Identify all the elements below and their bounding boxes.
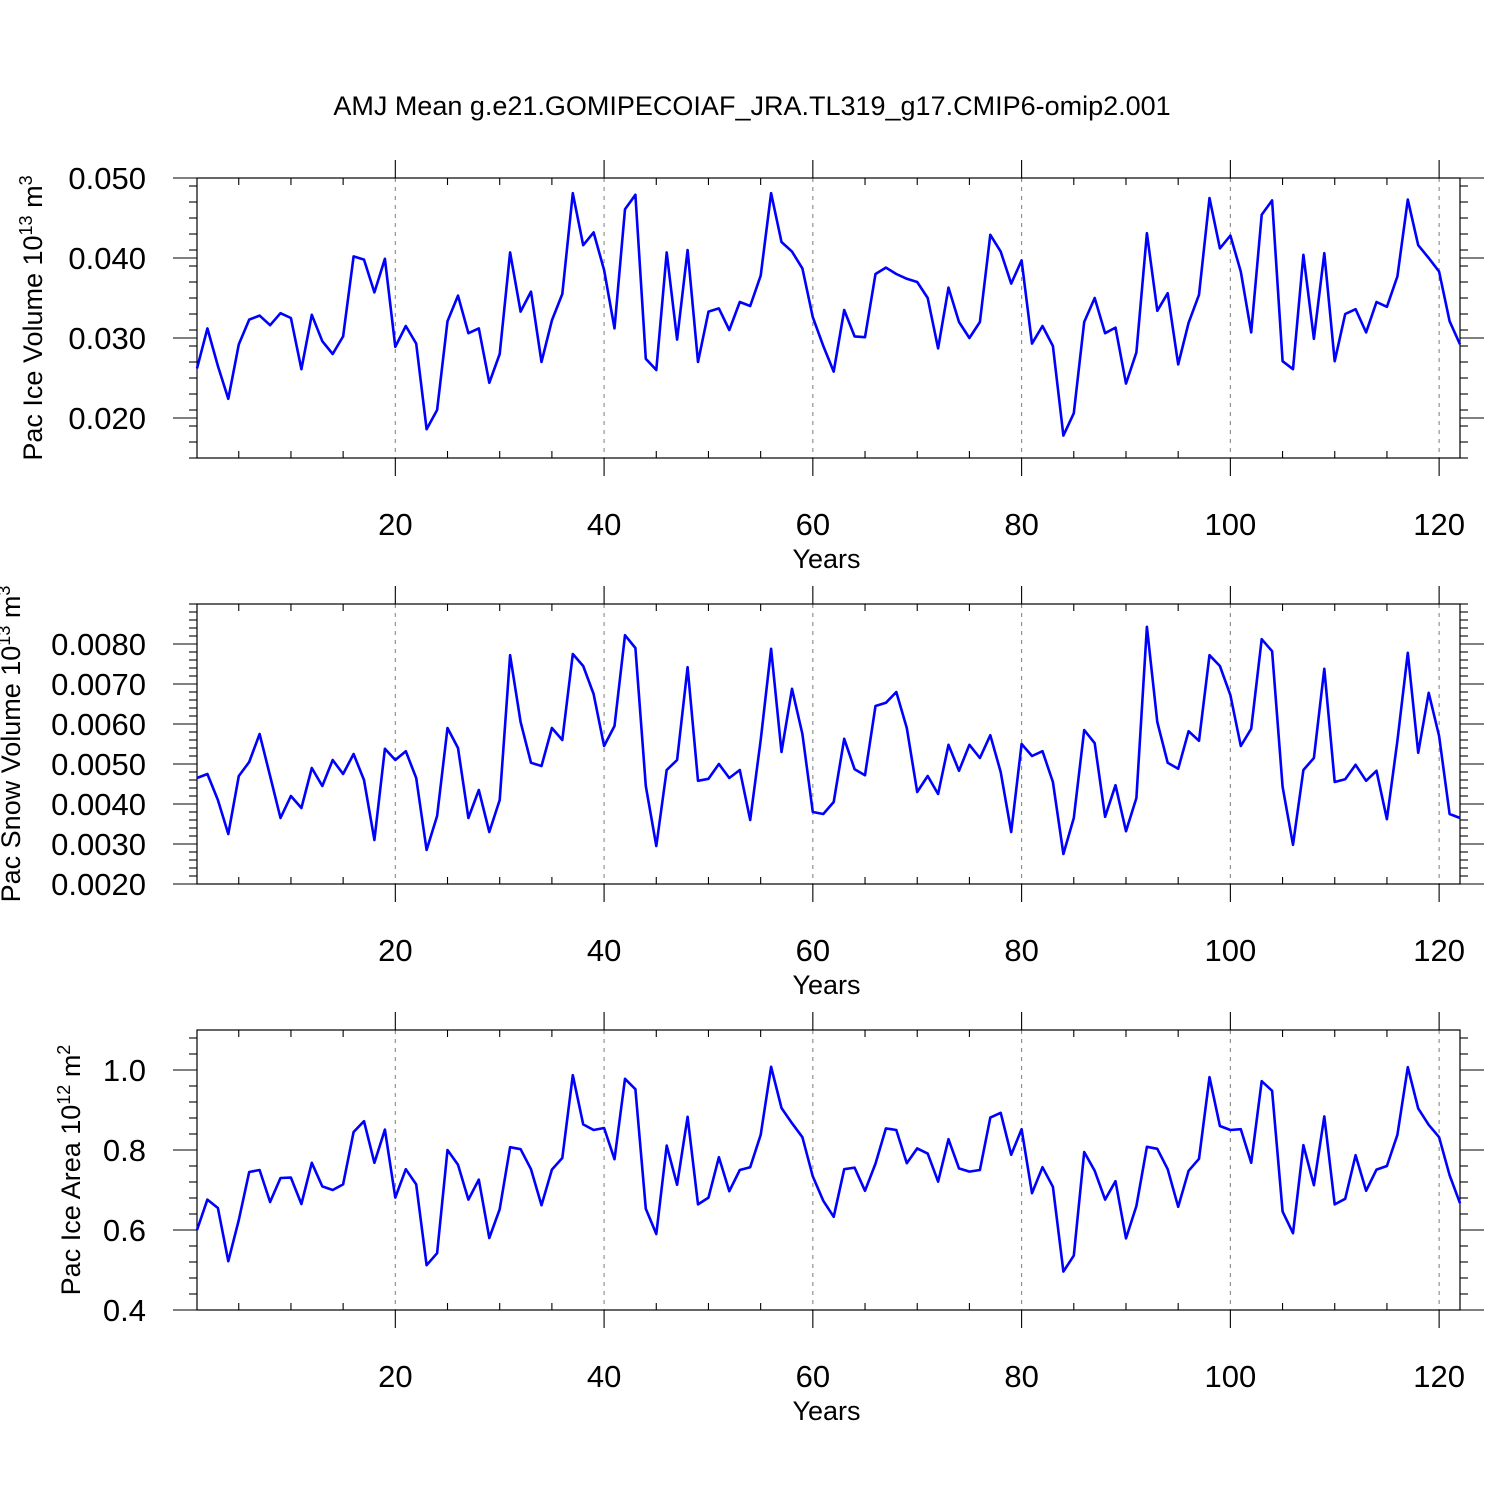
- x-tick-label: 120: [1413, 933, 1465, 968]
- x-tick-label: 60: [796, 1359, 830, 1394]
- x-tick-label: 40: [587, 933, 621, 968]
- y-tick-label: 0.6: [103, 1213, 146, 1248]
- y-tick-label: 0.0070: [51, 667, 146, 702]
- x-tick-label: 40: [587, 1359, 621, 1394]
- plot-frame: [196, 177, 1461, 459]
- y-axis-label: Pac Ice Area 1012 m2: [54, 1045, 86, 1296]
- x-tick-label: 60: [796, 933, 830, 968]
- y-axis-label-unit-exp: 2: [54, 1045, 74, 1055]
- x-tick-label: 20: [378, 933, 412, 968]
- y-axis-label-unit: m: [0, 596, 26, 626]
- x-tick-label: 20: [378, 1359, 412, 1394]
- x-axis-label: Years: [792, 1396, 860, 1426]
- y-axis-label: Pac Snow Volume 1013 m3: [0, 586, 26, 903]
- plot-frame: [196, 603, 1461, 885]
- y-tick-label: 0.050: [68, 161, 146, 196]
- y-tick-label: 0.040: [68, 241, 146, 276]
- x-tick-label: 40: [587, 507, 621, 542]
- x-tick-label: 120: [1413, 507, 1465, 542]
- y-tick-label: 0.030: [68, 321, 146, 356]
- y-axis-label: Pac Ice Volume 1013 m3: [16, 175, 48, 460]
- x-tick-label: 100: [1204, 507, 1256, 542]
- y-tick-label: 0.0030: [51, 827, 146, 862]
- y-tick-label: 0.0020: [51, 867, 146, 902]
- y-tick-label: 0.0060: [51, 707, 146, 742]
- y-tick-label: 0.0050: [51, 747, 146, 782]
- y-axis-label-unit: m: [56, 1055, 86, 1085]
- y-tick-label: 0.0040: [51, 787, 146, 822]
- series-line-pac-ice-area: [195, 1065, 1462, 1273]
- y-tick-label: 0.4: [103, 1293, 146, 1328]
- panel-3: 20 40 60 80 100 120 0.4 0.6 0.8 1.0 Years Pac Ice A…: [54, 1012, 1484, 1426]
- series-line-pac-snow-volume: [196, 625, 1461, 856]
- y-tick-label: 0.020: [68, 401, 146, 436]
- y-axis-label-base: Pac Ice Area 10: [56, 1105, 86, 1296]
- panel-1: 20 40 60 80 100 120 0.020 0.030 0.040 0.050 Years P…: [16, 160, 1484, 574]
- x-axis-label: Years: [792, 544, 860, 574]
- y-axis-label-base: Pac Snow Volume 10: [0, 646, 26, 903]
- x-tick-label: 100: [1204, 1359, 1256, 1394]
- chart-title: AMJ Mean g.e21.GOMIPECOIAF_JRA.TL319_g17…: [333, 91, 1170, 121]
- x-tick-label: 120: [1413, 1359, 1465, 1394]
- plot-frame: [196, 1029, 1461, 1311]
- y-axis-label-exp: 13: [0, 626, 14, 646]
- x-tick-label: 80: [1004, 933, 1038, 968]
- y-axis-label-base: Pac Ice Volume 10: [18, 235, 48, 460]
- y-axis-label-exp: 12: [54, 1085, 74, 1105]
- y-axis-label-unit: m: [18, 185, 48, 215]
- panel-2: 20 40 60 80 100 120 0.0020 0.0030 0.0040 0.0050 0.…: [0, 586, 1484, 1000]
- x-axis-label: Years: [792, 970, 860, 1000]
- y-tick-label: 0.0080: [51, 627, 146, 662]
- x-tick-label: 80: [1004, 1359, 1038, 1394]
- series-line-pac-ice-volume: [195, 191, 1462, 437]
- x-tick-label: 20: [378, 507, 412, 542]
- y-axis-label-unit-exp: 3: [16, 175, 36, 185]
- x-tick-label: 60: [796, 507, 830, 542]
- y-axis-label-unit-exp: 3: [0, 586, 14, 596]
- x-tick-label: 80: [1004, 507, 1038, 542]
- y-tick-label: 0.8: [103, 1133, 146, 1168]
- x-tick-label: 100: [1204, 933, 1256, 968]
- y-tick-label: 1.0: [103, 1053, 146, 1088]
- y-axis-label-exp: 13: [16, 215, 36, 235]
